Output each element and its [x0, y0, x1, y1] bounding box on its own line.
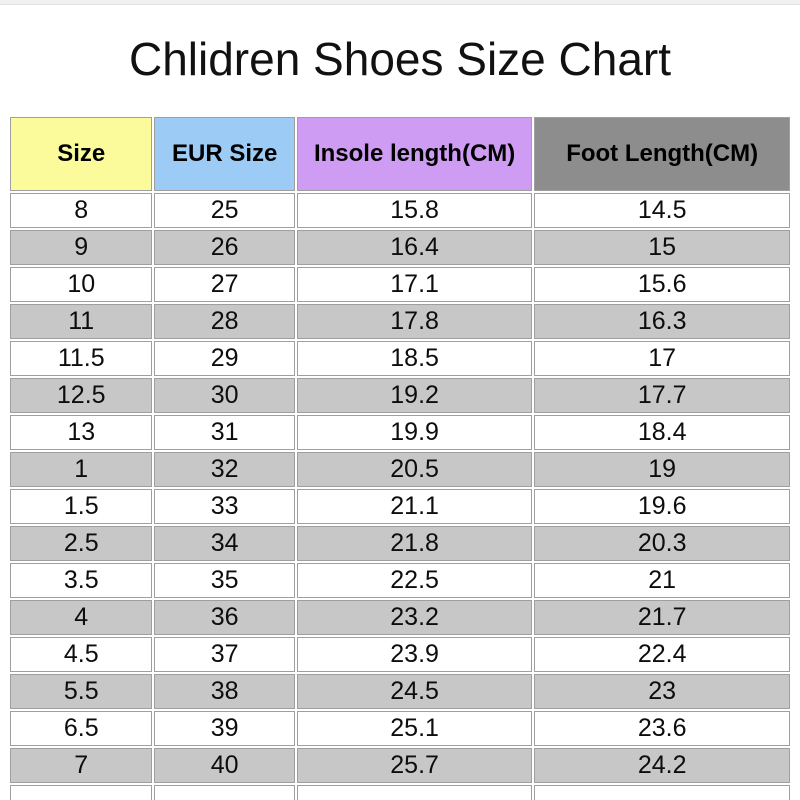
table-cell: 23.2 [296, 600, 533, 636]
table-row: 8 25 15.8 14.5 [10, 193, 790, 229]
table-cell [154, 785, 295, 800]
table-cell [10, 785, 153, 800]
table-row: 7 40 25.7 24.2 [10, 748, 790, 784]
table-cell: 30 [154, 378, 295, 414]
table-cell: 24.5 [296, 674, 533, 710]
table-cell: 6.5 [10, 711, 153, 747]
table-cell: 8 [10, 193, 153, 229]
table-cell: 17.1 [296, 267, 533, 303]
table-cell: 13 [10, 415, 153, 451]
table-cell: 15.6 [534, 267, 790, 303]
table-cell: 19.2 [296, 378, 533, 414]
column-header-insole-length-cm: Insole length(CM) [296, 117, 533, 192]
table-cell: 34 [154, 526, 295, 562]
table-cell: 39 [154, 711, 295, 747]
table-cell: 17.7 [534, 378, 790, 414]
table-cell: 36 [154, 600, 295, 636]
table-row: 11.5 29 18.5 17 [10, 341, 790, 377]
table-cell: 15.8 [296, 193, 533, 229]
table-cell: 21.7 [534, 600, 790, 636]
table-cell: 10 [10, 267, 153, 303]
table-cell: 29 [154, 341, 295, 377]
column-header-size: Size [10, 117, 153, 192]
table-row: 4 36 23.2 21.7 [10, 600, 790, 636]
table-cell: 3.5 [10, 563, 153, 599]
table-cell: 20.5 [296, 452, 533, 488]
table-cell: 2.5 [10, 526, 153, 562]
table-row: 1 32 20.5 19 [10, 452, 790, 488]
table-cell: 16.3 [534, 304, 790, 340]
table-cell: 23.6 [534, 711, 790, 747]
table-cell: 4 [10, 600, 153, 636]
table-cell: 26 [154, 230, 295, 266]
table-body: 8 25 15.8 14.5 9 26 16.4 15 10 27 17.1 15.6 11 28 17.8… [10, 193, 790, 800]
table-row: 1.5 33 21.1 19.6 [10, 489, 790, 525]
table-cell: 19.9 [296, 415, 533, 451]
table-cell: 17 [534, 341, 790, 377]
table-cell: 38 [154, 674, 295, 710]
table-cell: 1.5 [10, 489, 153, 525]
table-cell: 33 [154, 489, 295, 525]
table-cell: 21 [534, 563, 790, 599]
table-cell: 18.4 [534, 415, 790, 451]
table-cell: 23.9 [296, 637, 533, 673]
table-cell: 25.1 [296, 711, 533, 747]
table-cell: 20.3 [534, 526, 790, 562]
table-cell: 23 [534, 674, 790, 710]
window-edge-strip [0, 0, 800, 5]
table-cell: 25 [154, 193, 295, 229]
table-cell: 5.5 [10, 674, 153, 710]
table-cell: 27 [154, 267, 295, 303]
table-cell: 28 [154, 304, 295, 340]
table-cell: 25.7 [296, 748, 533, 784]
table-cell [296, 785, 533, 800]
table-cell: 11.5 [10, 341, 153, 377]
table-row: 4.5 37 23.9 22.4 [10, 637, 790, 673]
table-row: 2.5 34 21.8 20.3 [10, 526, 790, 562]
table-cell: 40 [154, 748, 295, 784]
table-cell: 9 [10, 230, 153, 266]
table-header-row: Size EUR Size Insole length(CM) Foot Length… [10, 117, 790, 192]
table-cell: 22.5 [296, 563, 533, 599]
table-cell: 24.2 [534, 748, 790, 784]
table-row: 11 28 17.8 16.3 [10, 304, 790, 340]
table-cell: 15 [534, 230, 790, 266]
table-row: 13 31 19.9 18.4 [10, 415, 790, 451]
table-cell: 14.5 [534, 193, 790, 229]
table-cell: 22.4 [534, 637, 790, 673]
column-header-foot-length-cm: Foot Length(CM) [534, 117, 790, 192]
table-cell: 35 [154, 563, 295, 599]
table-cell: 31 [154, 415, 295, 451]
table-row: 9 26 16.4 15 [10, 230, 790, 266]
table-row: 6.5 39 25.1 23.6 [10, 711, 790, 747]
table-cell: 12.5 [10, 378, 153, 414]
table-row: 5.5 38 24.5 23 [10, 674, 790, 710]
table-row: 12.5 30 19.2 17.7 [10, 378, 790, 414]
table-cell: 32 [154, 452, 295, 488]
table-cell [534, 785, 790, 800]
table-row-empty [10, 785, 790, 800]
table-cell: 7 [10, 748, 153, 784]
table-cell: 16.4 [296, 230, 533, 266]
size-chart-table: Size EUR Size Insole length(CM) Foot Length… [8, 115, 792, 800]
table-cell: 4.5 [10, 637, 153, 673]
page-title: Chlidren Shoes Size Chart [128, 33, 672, 85]
table-cell: 17.8 [296, 304, 533, 340]
table-cell: 19.6 [534, 489, 790, 525]
table-row: 10 27 17.1 15.6 [10, 267, 790, 303]
table-cell: 37 [154, 637, 295, 673]
table-row: 3.5 35 22.5 21 [10, 563, 790, 599]
column-header-eur-size: EUR Size [154, 117, 295, 192]
table-cell: 18.5 [296, 341, 533, 377]
table-cell: 19 [534, 452, 790, 488]
table-cell: 21.1 [296, 489, 533, 525]
table-cell: 1 [10, 452, 153, 488]
table-cell: 11 [10, 304, 153, 340]
table-cell: 21.8 [296, 526, 533, 562]
